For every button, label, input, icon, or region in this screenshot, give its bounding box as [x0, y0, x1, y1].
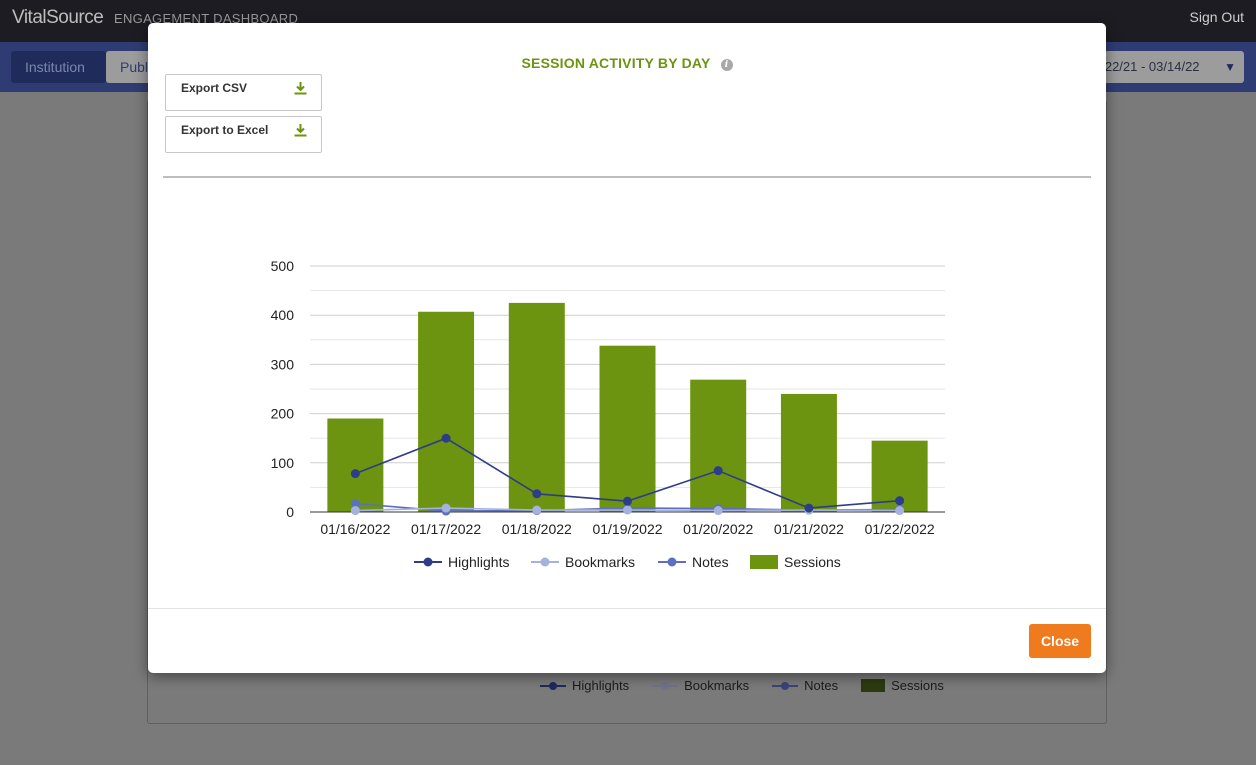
export-csv-label: Export CSV [181, 81, 248, 95]
modal-title: SESSION ACTIVITY BY DAY i [148, 55, 1106, 71]
legend-point-marker [423, 557, 433, 567]
legend-label: Highlights [448, 554, 509, 570]
sessions-bar [508, 302, 565, 512]
export-csv-button[interactable]: Export CSV [165, 74, 322, 111]
export-excel-label: Export to Excel [181, 123, 269, 137]
legend-label: Notes [692, 554, 729, 570]
modal-footer-divider [148, 608, 1106, 609]
chevron-down-icon: ▼ [1224, 60, 1236, 74]
y-tick-label: 0 [286, 504, 294, 520]
bg-legend-notes: Notes [772, 678, 838, 693]
background-chart-legend: Highlights Bookmarks Notes Sessions [540, 678, 967, 693]
x-tick-label: 01/22/2022 [865, 521, 935, 537]
legend-point-marker [540, 557, 550, 567]
notes-point [350, 499, 360, 509]
product-name: ENGAGEMENT DASHBOARD [114, 11, 299, 26]
sessions-bar [599, 345, 656, 512]
info-icon[interactable]: i [720, 59, 733, 71]
sessions-bar [690, 379, 747, 512]
sessions-bar [418, 311, 475, 512]
bg-legend-label: Bookmarks [684, 678, 750, 693]
highlights-point [713, 466, 723, 476]
bookmarks-point [895, 506, 905, 516]
highlights-point [350, 469, 360, 479]
bookmarks-point [532, 505, 542, 515]
y-tick-label: 100 [271, 455, 295, 471]
date-range-select[interactable]: 1/22/21 - 03/14/22 ▼ [1084, 51, 1244, 83]
brand-name: VitalSource [12, 7, 104, 28]
highlights-point [532, 489, 542, 499]
bg-legend-sessions: Sessions [861, 678, 944, 693]
x-tick-label: 01/19/2022 [592, 521, 662, 537]
x-tick-label: 01/16/2022 [320, 521, 390, 537]
bar-swatch [861, 679, 886, 692]
legend-label: Sessions [784, 554, 841, 570]
tab-institution[interactable]: Institution [11, 51, 106, 83]
session-activity-chart: 0 100 200 300 400 500 01/16/2022 01/17/2022 01/1… [271, 258, 945, 570]
download-icon [294, 124, 307, 137]
highlights-point [804, 503, 814, 513]
highlights-point [623, 496, 632, 506]
line-marker-icon [772, 681, 799, 690]
bg-legend-highlights: Highlights [540, 678, 629, 693]
x-tick-label: 01/20/2022 [683, 521, 753, 537]
x-tick-label: 01/17/2022 [411, 521, 481, 537]
y-tick-label: 500 [271, 258, 295, 274]
sessions-bar [780, 393, 837, 512]
bg-legend-label: Highlights [572, 678, 630, 693]
y-tick-label: 300 [271, 356, 295, 372]
modal-title-text: SESSION ACTIVITY BY DAY [521, 55, 711, 71]
sign-out-link[interactable]: Sign Out [1189, 9, 1244, 25]
bg-legend-label: Notes [804, 678, 839, 693]
bg-legend-bookmarks: Bookmarks [652, 678, 749, 693]
bookmarks-point [623, 505, 632, 515]
bookmarks-point [350, 506, 360, 516]
date-range-value: 1/22/21 - 03/14/22 [1094, 59, 1200, 74]
bookmarks-point [441, 503, 451, 513]
download-icon [294, 82, 307, 95]
modal-divider [163, 176, 1091, 178]
highlights-point [441, 433, 451, 443]
legend-label: Bookmarks [565, 554, 635, 570]
vitalsource-logo: VitalSource [12, 7, 104, 29]
session-activity-modal: SESSION ACTIVITY BY DAY i Export CSV Expo… [148, 23, 1106, 673]
bg-legend-label: Sessions [891, 678, 944, 693]
sessions-bar [327, 418, 384, 512]
bookmarks-point [713, 506, 723, 516]
line-marker-icon [652, 681, 679, 690]
y-tick-label: 200 [271, 406, 295, 422]
close-button[interactable]: Close [1029, 624, 1091, 658]
export-excel-button[interactable]: Export to Excel [165, 116, 322, 153]
x-tick-label: 01/18/2022 [502, 521, 572, 537]
y-tick-label: 400 [271, 307, 295, 323]
line-marker-icon [540, 681, 566, 690]
legend-point-marker [667, 557, 677, 567]
highlights-point [895, 496, 905, 506]
x-tick-label: 01/21/2022 [774, 521, 844, 537]
legend-bar-swatch [750, 555, 778, 569]
